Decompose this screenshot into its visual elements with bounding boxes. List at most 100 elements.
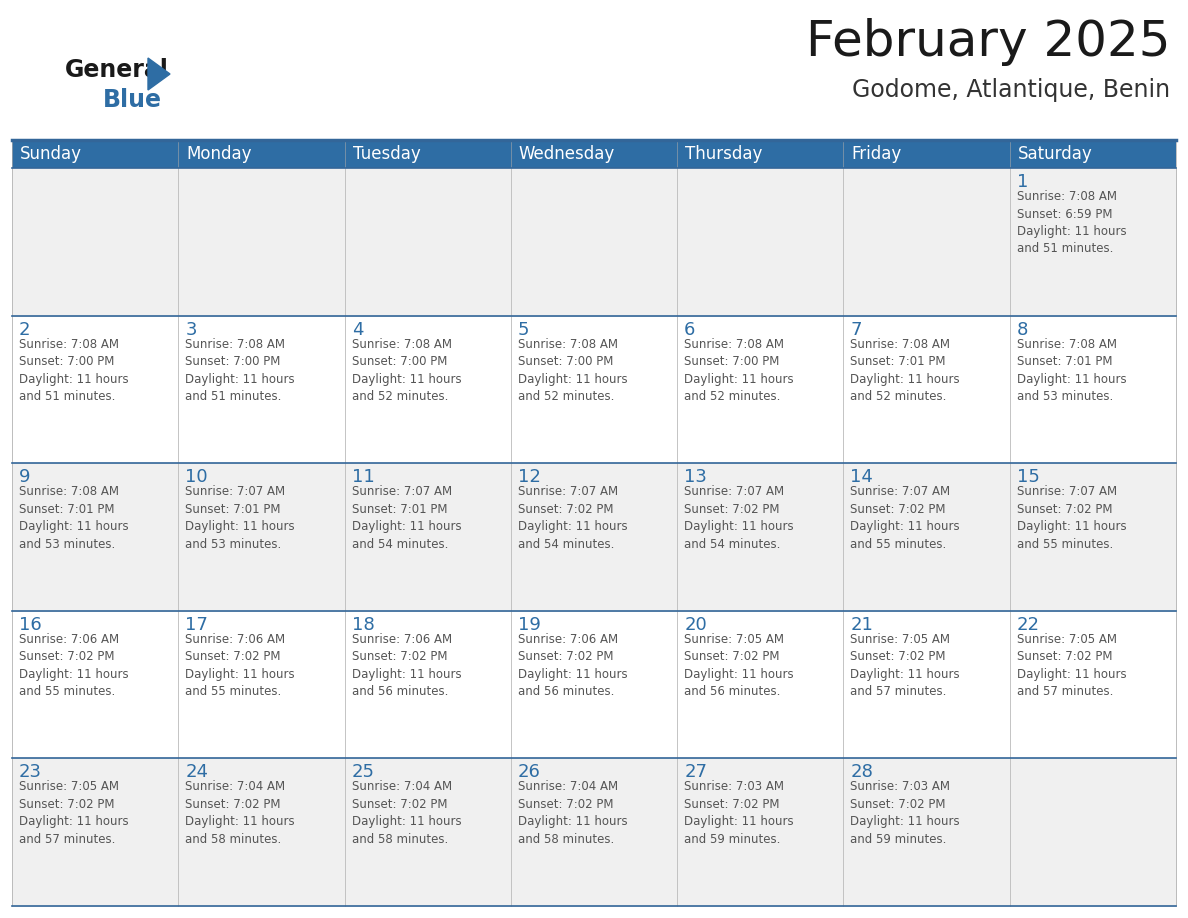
Text: Sunrise: 7:06 AM
Sunset: 7:02 PM
Daylight: 11 hours
and 56 minutes.: Sunrise: 7:06 AM Sunset: 7:02 PM Dayligh… (352, 633, 461, 699)
Text: Tuesday: Tuesday (353, 145, 421, 163)
Bar (677, 758, 843, 906)
Bar (677, 140, 843, 168)
Text: Sunrise: 7:05 AM
Sunset: 7:02 PM
Daylight: 11 hours
and 57 minutes.: Sunrise: 7:05 AM Sunset: 7:02 PM Dayligh… (19, 780, 128, 845)
Bar (1010, 140, 1176, 168)
Text: General: General (65, 58, 169, 82)
Text: 25: 25 (352, 764, 374, 781)
Text: Thursday: Thursday (685, 145, 763, 163)
Bar (12, 464, 178, 610)
Text: 14: 14 (851, 468, 873, 487)
Bar (511, 316, 677, 464)
Text: 1: 1 (1017, 173, 1028, 191)
Text: Saturday: Saturday (1018, 145, 1093, 163)
Text: 22: 22 (1017, 616, 1040, 633)
Bar (1010, 316, 1176, 464)
Text: Sunrise: 7:07 AM
Sunset: 7:02 PM
Daylight: 11 hours
and 55 minutes.: Sunrise: 7:07 AM Sunset: 7:02 PM Dayligh… (1017, 486, 1126, 551)
Text: 24: 24 (185, 764, 208, 781)
Text: Sunrise: 7:08 AM
Sunset: 7:00 PM
Daylight: 11 hours
and 51 minutes.: Sunrise: 7:08 AM Sunset: 7:00 PM Dayligh… (185, 338, 295, 403)
Text: 5: 5 (518, 320, 530, 339)
Text: 23: 23 (19, 764, 42, 781)
Text: 3: 3 (185, 320, 197, 339)
Bar (345, 316, 511, 464)
Text: Sunrise: 7:08 AM
Sunset: 7:01 PM
Daylight: 11 hours
and 52 minutes.: Sunrise: 7:08 AM Sunset: 7:01 PM Dayligh… (851, 338, 960, 403)
Bar (511, 140, 677, 168)
Text: Godome, Atlantique, Benin: Godome, Atlantique, Benin (852, 78, 1170, 102)
Text: Sunrise: 7:05 AM
Sunset: 7:02 PM
Daylight: 11 hours
and 57 minutes.: Sunrise: 7:05 AM Sunset: 7:02 PM Dayligh… (851, 633, 960, 699)
Text: Friday: Friday (852, 145, 902, 163)
Text: Sunrise: 7:07 AM
Sunset: 7:02 PM
Daylight: 11 hours
and 54 minutes.: Sunrise: 7:07 AM Sunset: 7:02 PM Dayligh… (684, 486, 794, 551)
Text: Sunrise: 7:07 AM
Sunset: 7:01 PM
Daylight: 11 hours
and 53 minutes.: Sunrise: 7:07 AM Sunset: 7:01 PM Dayligh… (185, 486, 295, 551)
Text: 8: 8 (1017, 320, 1028, 339)
Text: Sunrise: 7:06 AM
Sunset: 7:02 PM
Daylight: 11 hours
and 55 minutes.: Sunrise: 7:06 AM Sunset: 7:02 PM Dayligh… (185, 633, 295, 699)
Bar (178, 758, 345, 906)
Bar (677, 168, 843, 316)
Bar (12, 610, 178, 758)
Bar (677, 610, 843, 758)
Polygon shape (148, 58, 170, 90)
Bar (178, 464, 345, 610)
Text: Sunrise: 7:08 AM
Sunset: 7:00 PM
Daylight: 11 hours
and 52 minutes.: Sunrise: 7:08 AM Sunset: 7:00 PM Dayligh… (518, 338, 627, 403)
Bar (511, 168, 677, 316)
Text: Sunrise: 7:08 AM
Sunset: 7:01 PM
Daylight: 11 hours
and 53 minutes.: Sunrise: 7:08 AM Sunset: 7:01 PM Dayligh… (19, 486, 128, 551)
Bar (1010, 610, 1176, 758)
Text: 28: 28 (851, 764, 873, 781)
Text: 9: 9 (19, 468, 31, 487)
Text: 6: 6 (684, 320, 695, 339)
Bar (345, 140, 511, 168)
Bar (843, 758, 1010, 906)
Text: 10: 10 (185, 468, 208, 487)
Text: Sunrise: 7:06 AM
Sunset: 7:02 PM
Daylight: 11 hours
and 55 minutes.: Sunrise: 7:06 AM Sunset: 7:02 PM Dayligh… (19, 633, 128, 699)
Bar (511, 758, 677, 906)
Bar (12, 316, 178, 464)
Text: 18: 18 (352, 616, 374, 633)
Bar (1010, 168, 1176, 316)
Bar (843, 140, 1010, 168)
Bar (843, 168, 1010, 316)
Bar (178, 316, 345, 464)
Text: February 2025: February 2025 (805, 18, 1170, 66)
Text: Sunrise: 7:03 AM
Sunset: 7:02 PM
Daylight: 11 hours
and 59 minutes.: Sunrise: 7:03 AM Sunset: 7:02 PM Dayligh… (684, 780, 794, 845)
Bar (345, 610, 511, 758)
Bar (843, 610, 1010, 758)
Text: 17: 17 (185, 616, 208, 633)
Text: Blue: Blue (103, 88, 162, 112)
Text: Sunrise: 7:08 AM
Sunset: 7:00 PM
Daylight: 11 hours
and 51 minutes.: Sunrise: 7:08 AM Sunset: 7:00 PM Dayligh… (19, 338, 128, 403)
Bar (178, 140, 345, 168)
Text: 11: 11 (352, 468, 374, 487)
Text: Monday: Monday (187, 145, 252, 163)
Text: 16: 16 (19, 616, 42, 633)
Bar (1010, 758, 1176, 906)
Text: Sunrise: 7:07 AM
Sunset: 7:02 PM
Daylight: 11 hours
and 55 minutes.: Sunrise: 7:07 AM Sunset: 7:02 PM Dayligh… (851, 486, 960, 551)
Bar (178, 610, 345, 758)
Text: Sunrise: 7:06 AM
Sunset: 7:02 PM
Daylight: 11 hours
and 56 minutes.: Sunrise: 7:06 AM Sunset: 7:02 PM Dayligh… (518, 633, 627, 699)
Bar (677, 316, 843, 464)
Text: 27: 27 (684, 764, 707, 781)
Bar (511, 610, 677, 758)
Text: Sunrise: 7:04 AM
Sunset: 7:02 PM
Daylight: 11 hours
and 58 minutes.: Sunrise: 7:04 AM Sunset: 7:02 PM Dayligh… (185, 780, 295, 845)
Bar (178, 168, 345, 316)
Text: 15: 15 (1017, 468, 1040, 487)
Bar (345, 168, 511, 316)
Text: 26: 26 (518, 764, 541, 781)
Text: Sunrise: 7:03 AM
Sunset: 7:02 PM
Daylight: 11 hours
and 59 minutes.: Sunrise: 7:03 AM Sunset: 7:02 PM Dayligh… (851, 780, 960, 845)
Text: 12: 12 (518, 468, 541, 487)
Bar (843, 464, 1010, 610)
Text: Sunrise: 7:08 AM
Sunset: 7:01 PM
Daylight: 11 hours
and 53 minutes.: Sunrise: 7:08 AM Sunset: 7:01 PM Dayligh… (1017, 338, 1126, 403)
Text: Wednesday: Wednesday (519, 145, 615, 163)
Text: 21: 21 (851, 616, 873, 633)
Text: Sunrise: 7:08 AM
Sunset: 7:00 PM
Daylight: 11 hours
and 52 minutes.: Sunrise: 7:08 AM Sunset: 7:00 PM Dayligh… (684, 338, 794, 403)
Bar (1010, 464, 1176, 610)
Text: Sunrise: 7:04 AM
Sunset: 7:02 PM
Daylight: 11 hours
and 58 minutes.: Sunrise: 7:04 AM Sunset: 7:02 PM Dayligh… (518, 780, 627, 845)
Text: Sunrise: 7:07 AM
Sunset: 7:02 PM
Daylight: 11 hours
and 54 minutes.: Sunrise: 7:07 AM Sunset: 7:02 PM Dayligh… (518, 486, 627, 551)
Bar (12, 168, 178, 316)
Text: Sunrise: 7:05 AM
Sunset: 7:02 PM
Daylight: 11 hours
and 56 minutes.: Sunrise: 7:05 AM Sunset: 7:02 PM Dayligh… (684, 633, 794, 699)
Bar (511, 464, 677, 610)
Bar (345, 758, 511, 906)
Text: 2: 2 (19, 320, 31, 339)
Text: Sunday: Sunday (20, 145, 82, 163)
Bar (12, 140, 178, 168)
Text: Sunrise: 7:05 AM
Sunset: 7:02 PM
Daylight: 11 hours
and 57 minutes.: Sunrise: 7:05 AM Sunset: 7:02 PM Dayligh… (1017, 633, 1126, 699)
Bar (677, 464, 843, 610)
Text: Sunrise: 7:04 AM
Sunset: 7:02 PM
Daylight: 11 hours
and 58 minutes.: Sunrise: 7:04 AM Sunset: 7:02 PM Dayligh… (352, 780, 461, 845)
Text: 4: 4 (352, 320, 364, 339)
